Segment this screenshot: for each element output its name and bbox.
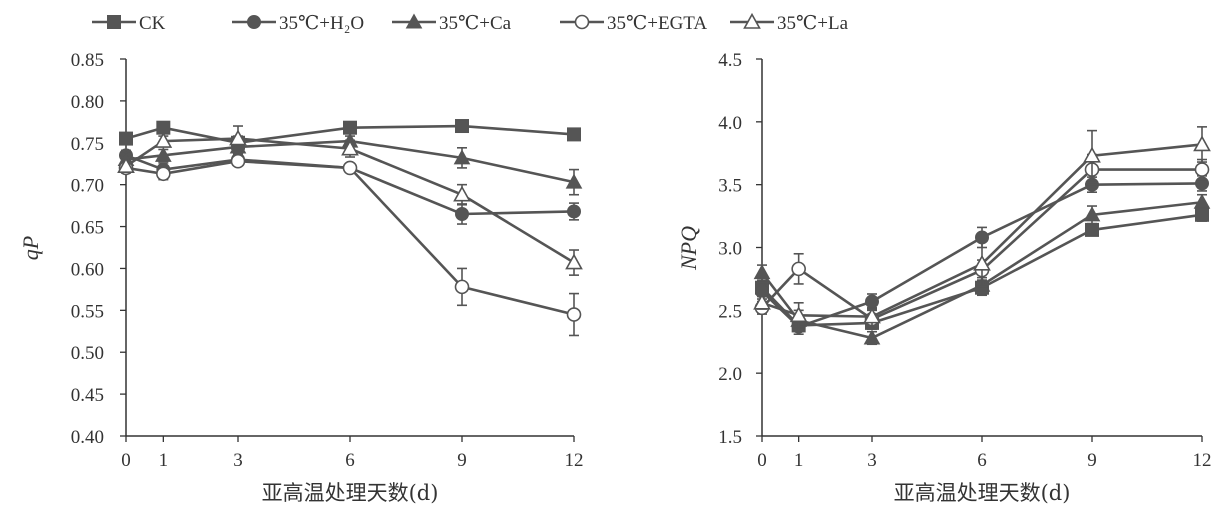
data-point xyxy=(154,146,172,162)
x-tick-label: 3 xyxy=(233,450,243,471)
legend-label: CK xyxy=(139,13,166,34)
data-point xyxy=(973,254,991,271)
legend: CK 35℃+H₂O 35℃+Ca 35℃+EGTA 35℃+La xyxy=(92,12,849,34)
data-point xyxy=(455,119,469,134)
legend-marker xyxy=(574,14,590,30)
y-tick-label: 4.0 xyxy=(718,113,742,134)
legend-label: 35℃+Ca xyxy=(439,13,512,34)
data-point xyxy=(1083,146,1101,163)
y-tick-label: 3.0 xyxy=(718,239,742,260)
data-point xyxy=(565,173,583,189)
series xyxy=(117,125,583,276)
x-tick-label: 9 xyxy=(1087,450,1097,471)
data-point xyxy=(789,306,808,323)
series xyxy=(753,126,1211,329)
data-point xyxy=(230,153,246,169)
y-tick-label: 0.45 xyxy=(71,385,104,406)
y-tick-label: 0.80 xyxy=(71,92,104,113)
legend-marker xyxy=(405,13,423,29)
legend-item: 35℃+H₂O xyxy=(232,13,364,34)
data-point xyxy=(154,131,173,148)
x-tick-label: 12 xyxy=(565,450,584,471)
legend-item: 35℃+La xyxy=(730,12,849,34)
series xyxy=(118,153,582,337)
data-point xyxy=(865,294,879,309)
data-point xyxy=(119,131,133,146)
data-point xyxy=(156,166,171,182)
data-point xyxy=(566,307,582,322)
y-axis-label: NPQ xyxy=(676,226,701,271)
series xyxy=(119,148,581,225)
data-point xyxy=(1083,206,1101,222)
y-tick-label: 0.65 xyxy=(71,218,104,239)
data-point xyxy=(1085,222,1099,237)
chart-qp: 0.40 0.45 0.50 0.55 0.60 0.65 0.70 0.75 0.80 0.85… xyxy=(18,50,584,505)
data-point xyxy=(453,185,471,202)
y-tick-label: 3.5 xyxy=(718,176,742,197)
data-point xyxy=(567,204,581,219)
data-point xyxy=(863,307,881,324)
data-point xyxy=(565,253,583,270)
x-tick-label: 1 xyxy=(794,450,804,471)
x-tick-label: 0 xyxy=(757,450,767,471)
legend-label: 35℃+EGTA xyxy=(607,13,707,34)
y-tick-label: 0.60 xyxy=(71,259,104,280)
legend-item: 35℃+Ca xyxy=(392,13,512,34)
x-tick-label: 6 xyxy=(345,450,355,471)
data-point xyxy=(341,139,359,156)
data-point xyxy=(1193,193,1211,209)
y-axis-label: qP xyxy=(18,236,43,260)
x-tick-label: 6 xyxy=(977,450,987,471)
data-point xyxy=(753,264,771,280)
data-point xyxy=(1194,162,1210,177)
data-point xyxy=(454,279,470,295)
data-point xyxy=(342,160,358,176)
y-tick-label: 1.5 xyxy=(718,427,742,448)
data-point xyxy=(1193,135,1211,152)
data-point xyxy=(117,157,135,174)
x-tick-label: 9 xyxy=(457,450,467,471)
x-tick-label: 1 xyxy=(159,450,169,471)
legend-label: 35℃+H₂O xyxy=(279,13,364,34)
series xyxy=(753,193,1211,346)
y-tick-label: 0.50 xyxy=(71,343,104,364)
series-line xyxy=(761,143,1203,318)
x-axis-label: 亚高温处理天数(d) xyxy=(894,481,1071,505)
series xyxy=(119,119,581,151)
series-line xyxy=(125,159,575,316)
y-tick-label: 0.75 xyxy=(71,134,104,155)
legend-label: 35℃+La xyxy=(777,13,849,34)
y-tick-label: 0.40 xyxy=(71,427,104,448)
y-tick-label: 2.0 xyxy=(718,364,742,385)
x-tick-label: 3 xyxy=(867,450,877,471)
data-point xyxy=(863,329,881,345)
data-point xyxy=(453,149,471,165)
legend-marker xyxy=(107,15,121,29)
data-point xyxy=(229,129,247,146)
data-point xyxy=(753,293,771,310)
legend-item: CK xyxy=(92,13,166,34)
legend-item: 35℃+EGTA xyxy=(560,13,707,34)
data-point xyxy=(567,127,581,142)
y-tick-label: 0.55 xyxy=(71,301,104,322)
y-tick-label: 2.5 xyxy=(718,301,742,322)
y-tick-label: 4.5 xyxy=(718,50,742,71)
series-line xyxy=(761,168,1202,321)
data-point xyxy=(343,120,357,135)
y-tick-label: 0.70 xyxy=(71,176,104,197)
data-point xyxy=(455,206,469,221)
legend-marker xyxy=(743,12,761,29)
legend-marker xyxy=(247,15,261,29)
y-tick-label: 0.85 xyxy=(71,50,104,71)
x-axis-label: 亚高温处理天数(d) xyxy=(262,481,439,505)
x-tick-label: 0 xyxy=(121,450,131,471)
chart-npq: 1.5 2.0 2.5 3.0 3.5 4.0 4.5 0 1 3 6 9 12 亚高温处理天数(d) NP… xyxy=(676,50,1212,505)
data-point xyxy=(791,261,806,277)
x-tick-label: 12 xyxy=(1193,450,1212,471)
